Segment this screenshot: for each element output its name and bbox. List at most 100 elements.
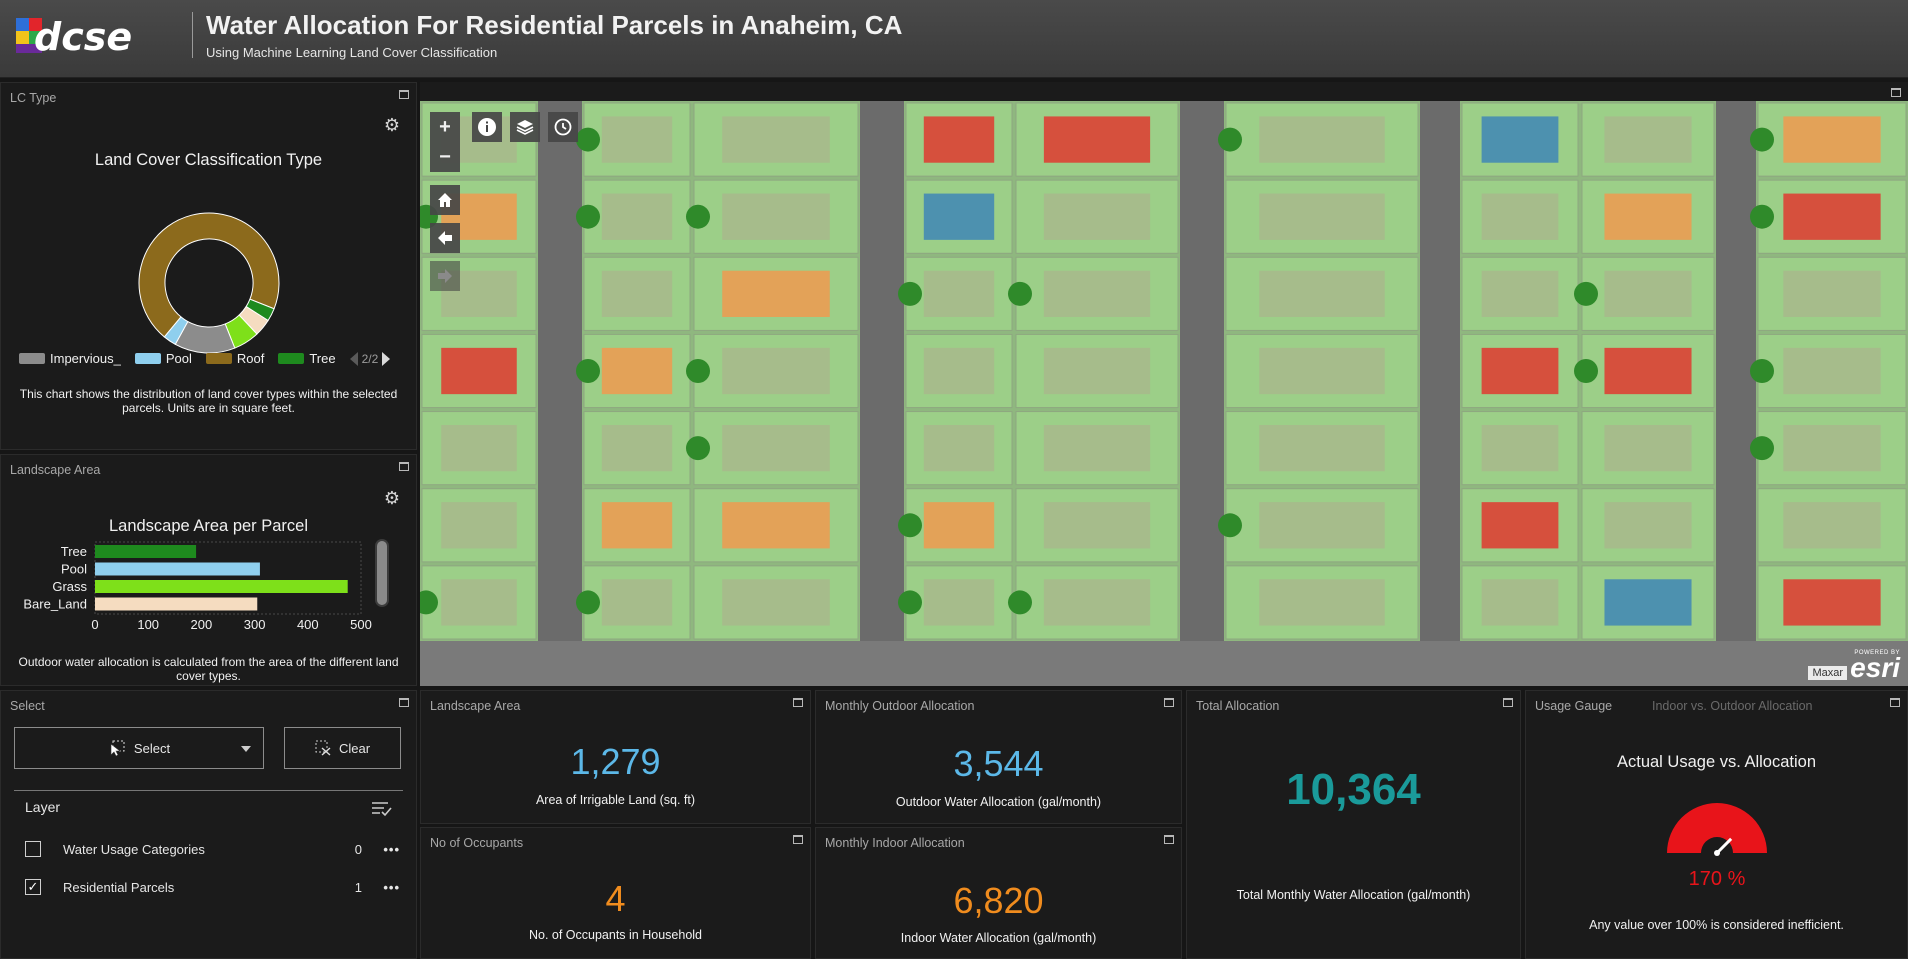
building-roof: [441, 502, 517, 549]
legend-item[interactable]: Pool: [134, 351, 192, 366]
select-button[interactable]: Select: [14, 727, 264, 769]
legend-item[interactable]: Tree: [278, 351, 336, 366]
building-roof: [601, 116, 673, 163]
map-attribution: Maxar: [1808, 666, 1847, 680]
parcel[interactable]: [1757, 565, 1907, 640]
donut-slice[interactable]: [138, 212, 280, 338]
zoom-out-button[interactable]: −: [430, 142, 460, 172]
layer-checkbox[interactable]: ✓: [25, 879, 41, 895]
maximize-icon[interactable]: [399, 90, 409, 99]
select-all-icon[interactable]: [371, 800, 393, 818]
info-button[interactable]: [472, 112, 502, 142]
maximize-icon[interactable]: [1164, 698, 1174, 707]
panel-title: Monthly Indoor Allocation: [825, 836, 965, 850]
legend-label: Pool: [165, 351, 192, 366]
building-roof: [601, 193, 673, 240]
maximize-icon[interactable]: [1164, 835, 1174, 844]
gauge-title: Actual Usage vs. Allocation: [1616, 753, 1817, 771]
tree: [686, 436, 710, 461]
tab-usage-gauge[interactable]: Usage Gauge: [1535, 699, 1613, 713]
legend-label: Roof: [236, 351, 265, 366]
layer-checkbox[interactable]: [25, 841, 41, 857]
building-roof: [923, 347, 995, 395]
building-roof: [1043, 270, 1151, 317]
indicator-caption: Area of Irrigable Land (sq. ft): [535, 793, 696, 807]
info-icon: [478, 118, 496, 136]
layers-icon: [516, 120, 534, 135]
maximize-icon[interactable]: [399, 698, 409, 707]
maximize-icon[interactable]: [399, 462, 409, 471]
maximize-icon[interactable]: [793, 698, 803, 707]
tick-label: 0: [91, 617, 98, 629]
parcel[interactable]: [1015, 102, 1179, 177]
clock-icon: [554, 118, 572, 136]
clear-button[interactable]: Clear: [284, 727, 401, 769]
parcel[interactable]: [693, 565, 859, 640]
landscape-area-panel: Landscape Area ⚙ Landscape Area per Parc…: [0, 454, 417, 686]
building-roof: [923, 270, 995, 317]
parcel[interactable]: [1225, 565, 1419, 640]
building-roof: [1481, 502, 1559, 549]
tree: [898, 590, 922, 615]
parcel[interactable]: [1225, 411, 1419, 486]
select-panel: Select Select Clear Layer Water Usage Ca…: [0, 690, 417, 959]
zoom-in-button[interactable]: +: [430, 112, 460, 142]
building-roof: [1481, 579, 1559, 626]
prev-page-icon[interactable]: [349, 351, 358, 366]
gauge-note: Any value over 100% is considered ineffi…: [1589, 918, 1844, 932]
time-button[interactable]: [548, 112, 578, 142]
layers-button[interactable]: [510, 112, 540, 142]
indicator-value: 6,820: [953, 880, 1044, 921]
street: [860, 101, 904, 686]
layer-row[interactable]: ✓ Residential Parcels 1 •••: [25, 877, 400, 897]
legend-item[interactable]: Roof: [205, 351, 265, 366]
maximize-icon[interactable]: [793, 835, 803, 844]
tree: [1218, 513, 1242, 538]
tab-indoor-vs-outdoor[interactable]: Indoor vs. Outdoor Allocation: [1652, 699, 1813, 713]
indicator-value: 4: [605, 878, 626, 919]
building-roof: [1259, 270, 1385, 317]
more-options-icon[interactable]: •••: [383, 879, 400, 895]
outdoor-allocation-indicator: Monthly Outdoor Allocation 3,544 Outdoor…: [815, 690, 1182, 824]
chart-scrollbar[interactable]: [375, 539, 389, 607]
legend-label: Impervious_: [50, 351, 121, 366]
building-roof: [923, 425, 995, 472]
parcel[interactable]: [905, 333, 1013, 409]
bar[interactable]: [95, 545, 197, 558]
layer-row[interactable]: Water Usage Categories 0 •••: [25, 839, 400, 859]
clear-selection-icon: [315, 740, 331, 756]
map-panel: + − Maxar POWERED BY esri: [420, 82, 1908, 686]
bar[interactable]: [95, 597, 258, 611]
select-label: Select: [133, 740, 171, 756]
category-label: Bare_Land: [23, 597, 87, 612]
building-roof: [923, 193, 995, 240]
home-button[interactable]: [430, 185, 460, 215]
building-roof: [1783, 502, 1881, 549]
legend-item[interactable]: Impervious_: [19, 351, 121, 366]
building-roof: [601, 347, 673, 395]
building-roof: [601, 579, 673, 626]
page-subtitle: Using Machine Learning Land Cover Classi…: [206, 45, 498, 60]
next-page-icon[interactable]: [382, 351, 391, 366]
category-label: Tree: [61, 544, 87, 559]
app-header: dcse Water Allocation For Residential Pa…: [0, 0, 1908, 78]
maximize-icon[interactable]: [1890, 698, 1900, 707]
legend-swatch: [134, 353, 161, 364]
maximize-icon[interactable]: [1503, 698, 1513, 707]
building-roof: [1783, 347, 1881, 395]
chart-description: Outdoor water allocation is calculated f…: [18, 655, 399, 683]
select-cursor-icon: [110, 740, 125, 757]
bar[interactable]: [95, 580, 348, 593]
map-view[interactable]: + − Maxar POWERED BY esri: [420, 101, 1908, 686]
donut-slice[interactable]: [163, 316, 189, 346]
maximize-icon[interactable]: [1891, 88, 1901, 97]
gear-icon[interactable]: ⚙: [383, 115, 401, 135]
street: [1716, 101, 1756, 686]
logo-text: dcse: [34, 15, 132, 58]
gear-icon[interactable]: ⚙: [383, 488, 401, 508]
more-options-icon[interactable]: •••: [383, 841, 400, 857]
next-extent-button[interactable]: [430, 261, 460, 291]
bar[interactable]: [95, 562, 260, 576]
layer-name: Residential Parcels: [63, 879, 175, 895]
previous-extent-button[interactable]: [430, 223, 460, 253]
